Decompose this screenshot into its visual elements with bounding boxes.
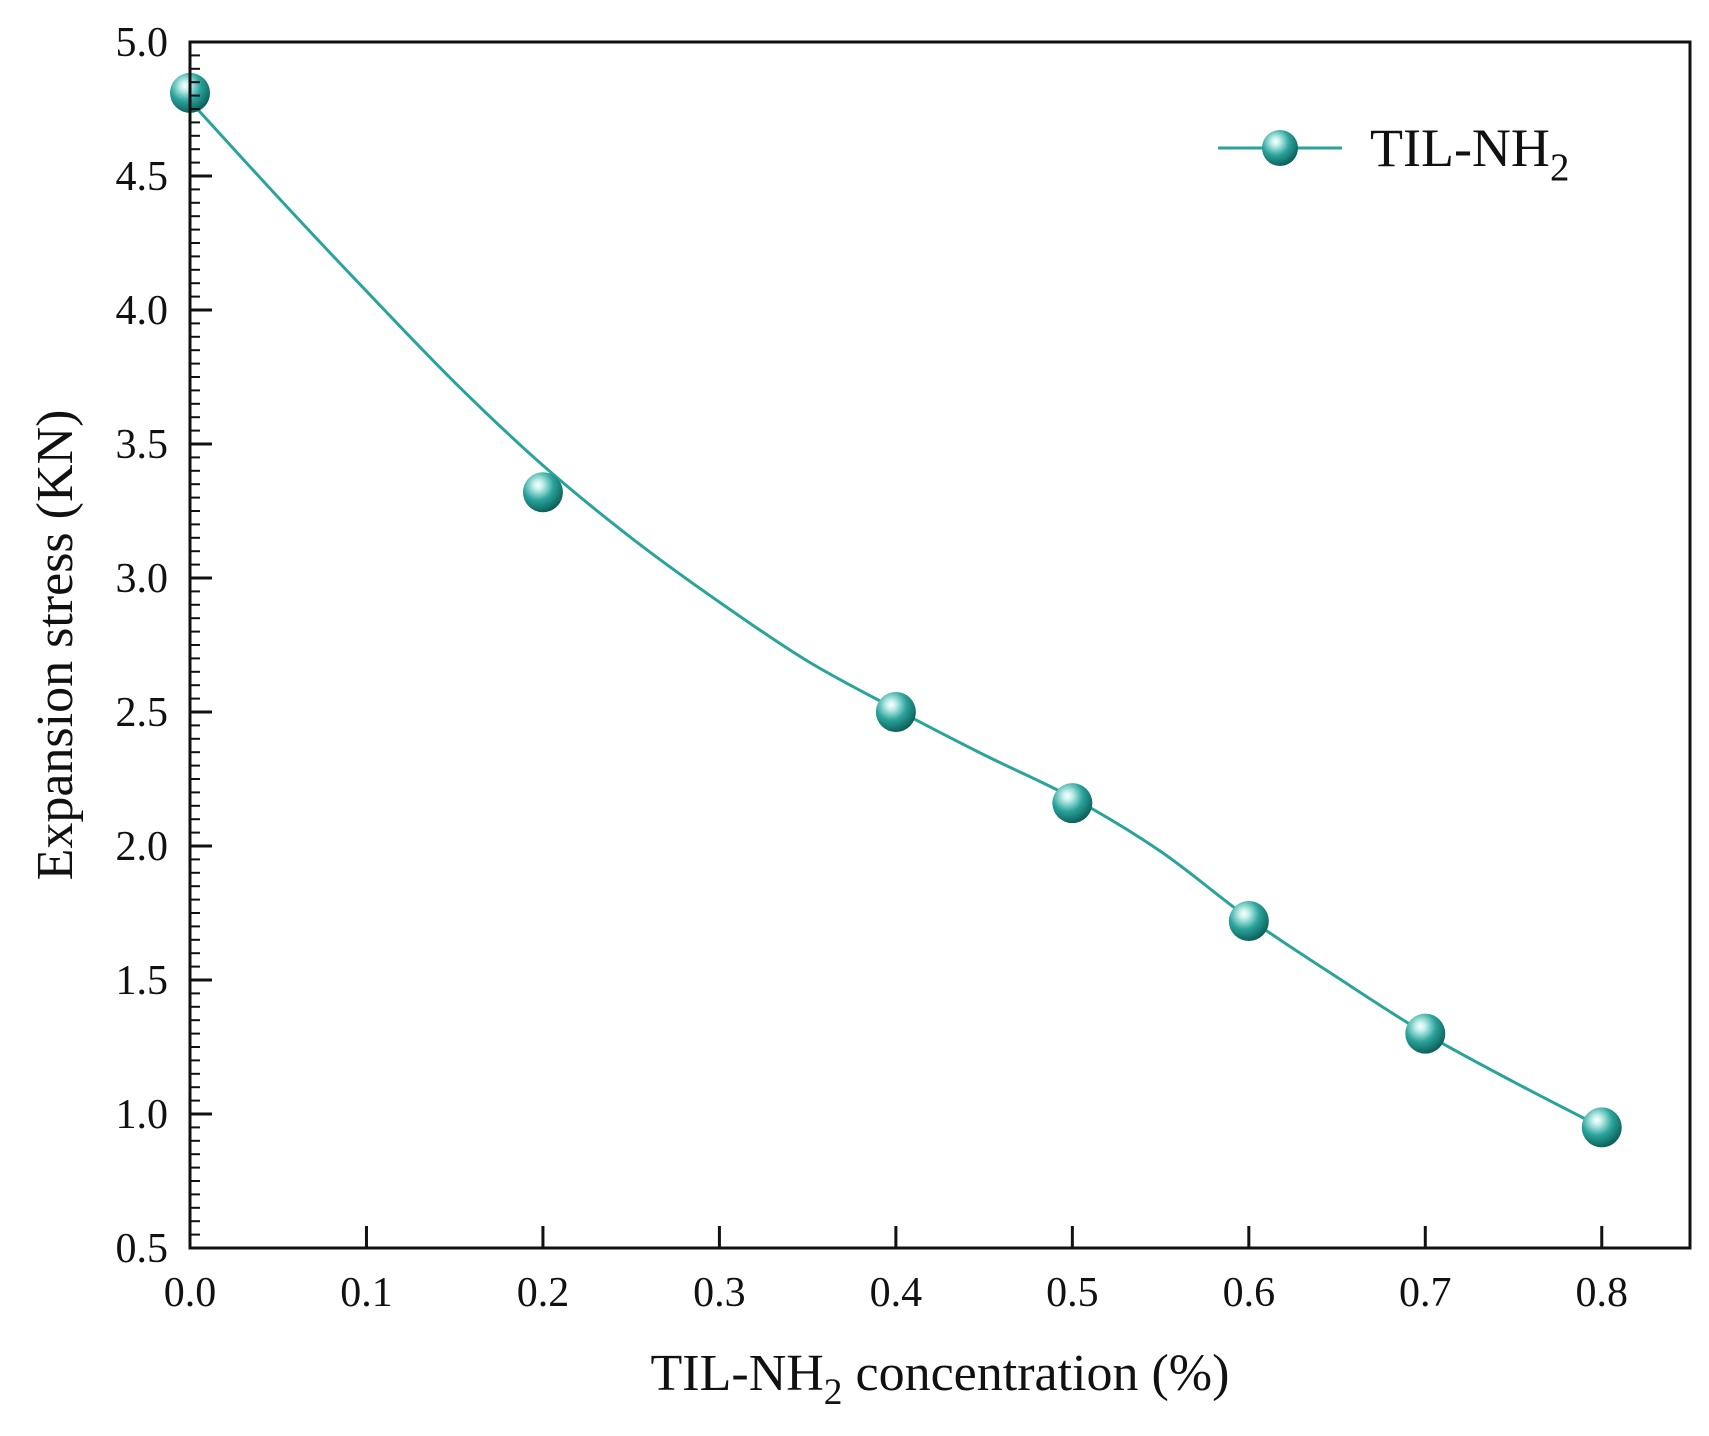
x-tick-label: 0.7: [1399, 1270, 1452, 1316]
data-point: [1228, 901, 1269, 942]
legend-marker-swatch: [1262, 130, 1298, 166]
x-tick-label: 0.8: [1576, 1270, 1629, 1316]
x-tick-label: 0.2: [517, 1270, 570, 1316]
y-tick-label: 3.0: [116, 556, 169, 602]
data-point: [1405, 1013, 1446, 1054]
legend-label: TIL-NH2: [1370, 118, 1569, 189]
y-tick-label: 5.0: [116, 20, 169, 66]
y-tick-label: 1.0: [116, 1092, 169, 1138]
x-tick-label: 0.6: [1223, 1270, 1276, 1316]
y-tick-label: 4.5: [116, 154, 169, 200]
x-tick-label: 0.4: [870, 1270, 923, 1316]
plot-frame: [188, 40, 1692, 1250]
data-point: [1052, 783, 1093, 824]
y-tick-label: 4.0: [116, 288, 169, 334]
data-point: [522, 472, 563, 513]
x-tick-label: 0.0: [164, 1270, 217, 1316]
data-point: [1581, 1107, 1622, 1148]
series-line-til-nh2: [188, 99, 1603, 1129]
x-axis-title: TIL-NH2 concentration (%): [651, 1345, 1230, 1413]
x-tick-label: 0.3: [693, 1270, 746, 1316]
data-point: [875, 692, 916, 732]
y-tick-label: 1.5: [116, 958, 169, 1004]
y-tick-label: 2.5: [116, 690, 169, 736]
legend: TIL-NH2: [1218, 118, 1569, 189]
y-tick-label: 0.5: [116, 1226, 169, 1272]
x-tick-label: 0.1: [340, 1270, 393, 1316]
y-axis-title: Expansion stress (KN): [27, 410, 84, 881]
y-tick-label: 2.0: [116, 824, 169, 870]
y-tick-label: 3.5: [116, 422, 169, 468]
x-tick-label: 0.5: [1046, 1270, 1099, 1316]
